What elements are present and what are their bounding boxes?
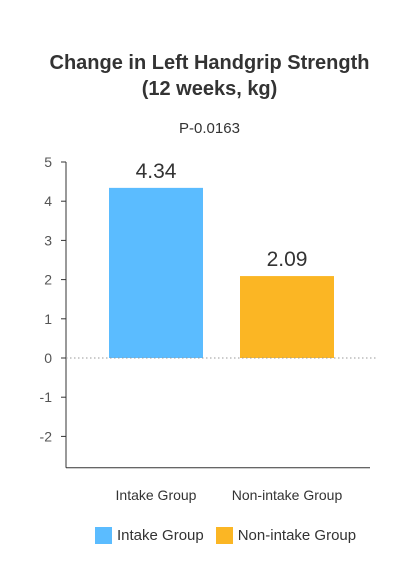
y-tick-label: 3 xyxy=(44,232,52,248)
chart-title-line-1: Change in Left Handgrip Strength xyxy=(49,52,370,74)
legend-label-non-intake: Non-intake Group xyxy=(237,527,357,544)
x-category-label: Intake Group xyxy=(116,487,197,503)
legend: Intake Group Non-intake Group xyxy=(95,527,368,544)
legend-swatch-non-intake xyxy=(215,527,233,544)
y-tick-label: -1 xyxy=(40,389,53,405)
y-tick-label: -2 xyxy=(40,428,53,444)
data-label: 2.09 xyxy=(267,248,308,271)
y-tick-label: 0 xyxy=(44,350,52,366)
y-tick-label: 5 xyxy=(44,154,52,170)
y-tick-label: 4 xyxy=(44,193,52,209)
legend-swatch-intake xyxy=(95,527,112,544)
bar-0 xyxy=(109,187,203,358)
data-label: 4.34 xyxy=(136,160,177,183)
legend-label-intake: Intake Group xyxy=(117,527,204,544)
legend-item-intake: Intake Group xyxy=(95,527,204,544)
y-tick-label: 1 xyxy=(44,311,52,327)
p-value-subtitle: P-0.0163 xyxy=(179,120,240,137)
chart-title-line-2: (12 weeks, kg) xyxy=(141,78,278,100)
x-category-label: Non-intake Group xyxy=(232,487,343,503)
y-tick-label: 2 xyxy=(44,272,52,288)
legend-item-non-intake: Non-intake Group xyxy=(215,527,357,544)
bar-1 xyxy=(240,276,334,358)
